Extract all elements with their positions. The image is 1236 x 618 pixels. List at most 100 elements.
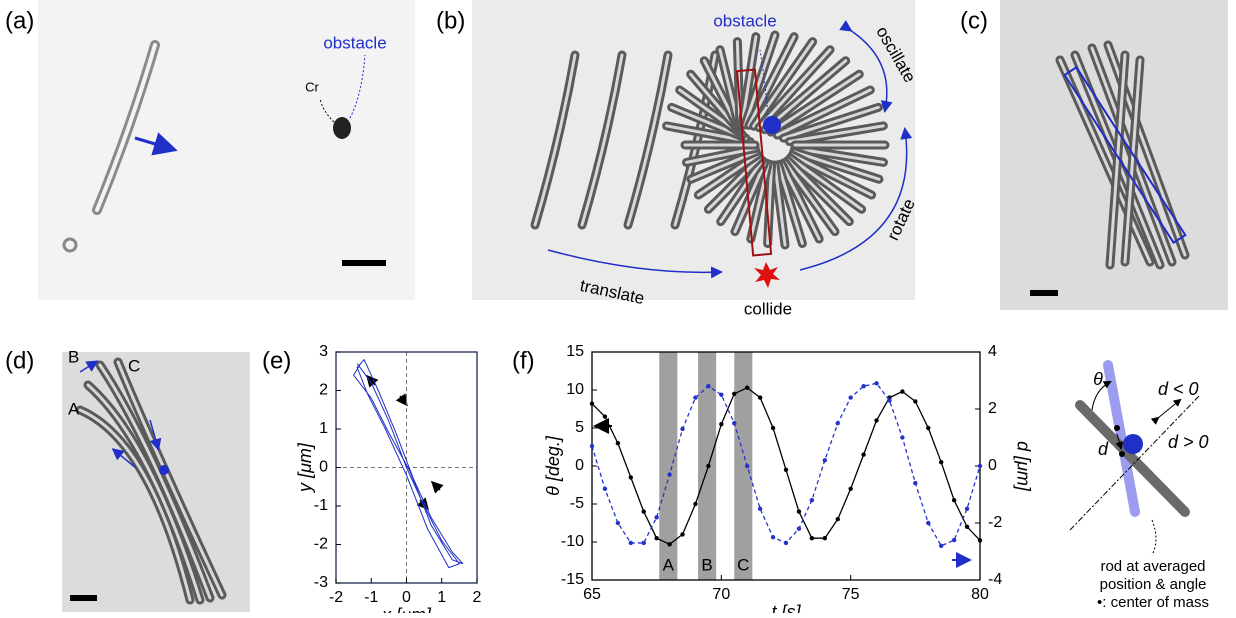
- rod-label: B: [68, 347, 79, 366]
- data-point: [977, 463, 983, 469]
- rod-inner: [788, 156, 864, 211]
- rod-inner: [533, 53, 577, 227]
- data-point: [719, 422, 724, 427]
- rod-averaged: [1075, 400, 1190, 517]
- data-point: [822, 458, 827, 463]
- y2-tick-label: 0: [988, 457, 997, 474]
- collision-mark: [754, 262, 780, 288]
- rod-inner: [86, 383, 202, 602]
- y-tick-label: -10: [561, 533, 584, 550]
- rod-inner: [626, 53, 670, 227]
- data-point: [757, 395, 763, 400]
- highlight-band: [659, 352, 678, 580]
- y-tick-label: 3: [319, 343, 328, 360]
- data-point: [654, 536, 659, 541]
- data-point: [589, 401, 595, 406]
- series-line: [591, 386, 981, 546]
- x-tick-label: -2: [329, 589, 343, 606]
- data-point: [796, 526, 802, 531]
- rod-label: C: [128, 356, 140, 375]
- caption: position & angle: [1100, 576, 1207, 593]
- rod-inner: [733, 160, 767, 234]
- center-of-mass: [159, 465, 169, 475]
- highlight-rod: [735, 68, 773, 257]
- rod-inner: [706, 156, 762, 211]
- rod-current: [1103, 360, 1140, 517]
- data-point: [641, 509, 646, 514]
- data-point: [913, 480, 918, 486]
- angle-arc: [1091, 381, 1112, 411]
- caption: •: center of mass: [1097, 594, 1209, 611]
- data-point: [732, 391, 737, 396]
- arrow: [547, 249, 723, 279]
- data-point: [706, 463, 711, 469]
- arrow: [79, 360, 99, 373]
- data-point: [913, 399, 918, 404]
- data-point: [900, 435, 905, 440]
- data-point: [589, 443, 595, 449]
- annotation: obstacle: [713, 11, 776, 30]
- data-point: [770, 425, 776, 431]
- rod-inner: [98, 363, 212, 600]
- symbol: θ: [1093, 369, 1103, 389]
- rod-inner: [696, 153, 760, 197]
- data-point: [783, 540, 789, 546]
- rod-inner: [786, 158, 851, 224]
- annotation: collide: [744, 299, 792, 318]
- annotation: obstacle: [323, 33, 386, 52]
- data-point: [848, 486, 853, 491]
- data-point: [602, 414, 608, 419]
- panel-label: (d): [5, 347, 34, 374]
- y-tick-label: 0: [319, 459, 328, 476]
- rod-inner: [1058, 58, 1152, 264]
- y2-tick-label: -4: [988, 571, 1002, 588]
- rod-inner: [747, 35, 796, 127]
- rod-inner: [792, 150, 881, 181]
- data-point: [900, 389, 905, 394]
- x-tick-label: 1: [437, 589, 446, 606]
- series-line: [591, 382, 981, 547]
- arrow: [134, 132, 178, 156]
- y-axis-label: θ [deg.]: [543, 435, 563, 496]
- center-of-mass: [1114, 425, 1120, 431]
- micrograph-a: [38, 0, 415, 300]
- data-point: [887, 398, 892, 403]
- rod-inner: [1123, 58, 1142, 264]
- rod-inner: [783, 160, 837, 234]
- data-point: [732, 421, 737, 426]
- data-point: [939, 460, 944, 465]
- center-of-mass: [1119, 451, 1125, 457]
- rod-inner: [78, 408, 192, 602]
- data-point: [770, 535, 776, 540]
- rod-inner: [780, 162, 821, 241]
- obstacle: [333, 117, 351, 139]
- arrow: [839, 20, 893, 113]
- rod-inner: [793, 146, 885, 164]
- panel-label: (b): [436, 7, 465, 34]
- leader: [349, 54, 366, 119]
- x-tick-label: -1: [364, 589, 378, 606]
- band-label: C: [737, 555, 749, 574]
- rod-inner: [752, 40, 815, 128]
- data-point: [822, 536, 827, 541]
- arrow: [799, 127, 913, 271]
- y-tick-label: -3: [314, 574, 328, 591]
- data-point: [615, 520, 621, 526]
- arrow: [111, 448, 137, 469]
- x-tick-label: 80: [971, 586, 989, 603]
- y-tick-label: 10: [566, 381, 584, 398]
- rod-inner: [743, 33, 777, 127]
- x-tick-label: 75: [842, 586, 860, 603]
- data-point: [654, 515, 659, 520]
- data-point: [926, 425, 931, 431]
- data-point: [835, 517, 840, 522]
- rod-inner: [740, 35, 758, 127]
- data-point: [628, 540, 633, 546]
- y2-tick-label: 4: [988, 343, 997, 360]
- data-point: [796, 509, 802, 514]
- data-point: [602, 486, 608, 491]
- leader: [1151, 519, 1157, 556]
- x-tick-label: 0: [402, 589, 411, 606]
- y2-tick-label: 2: [988, 400, 997, 417]
- rod-label: A: [68, 399, 80, 418]
